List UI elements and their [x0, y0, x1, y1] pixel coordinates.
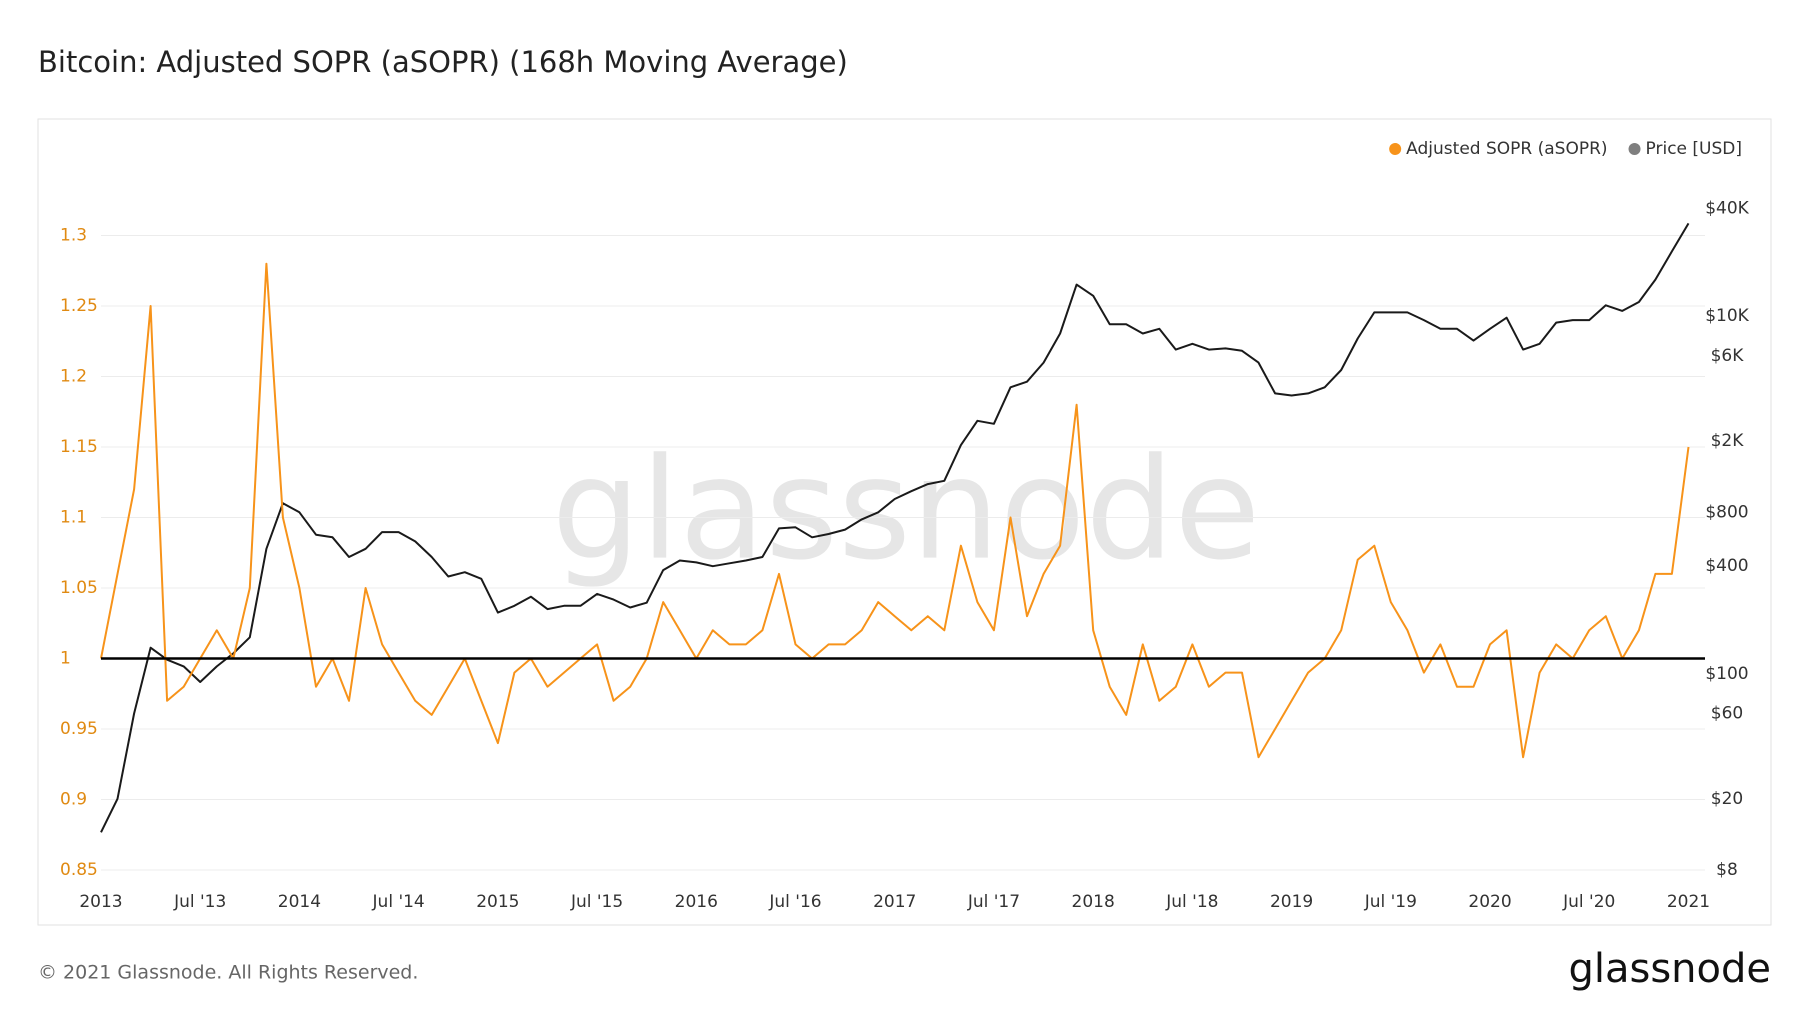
y-tick-label: 0.85: [60, 860, 98, 880]
x-tick-label: 2017: [873, 892, 916, 912]
y-tick-label: 0.9: [60, 790, 87, 810]
legend-label: Price [USD]: [1646, 139, 1742, 159]
y-tick-label: 1.15: [60, 437, 98, 457]
y-tick-label: 1.2: [60, 367, 87, 387]
logo: glassnode: [1568, 946, 1771, 992]
y2-tick-label: $40K: [1705, 198, 1749, 218]
y-tick-label: 1.1: [60, 508, 87, 528]
x-tick-label: Jul '13: [173, 892, 226, 912]
x-tick-label: 2013: [79, 892, 122, 912]
watermark: glassnode: [552, 429, 1261, 592]
y2-tick-label: $100: [1705, 664, 1748, 684]
x-tick-label: 2021: [1667, 892, 1710, 912]
y2-tick-label: $800: [1705, 502, 1748, 522]
legend-label: Adjusted SOPR (aSOPR): [1406, 139, 1607, 159]
legend-marker: [1389, 143, 1402, 155]
x-tick-label: 2020: [1468, 892, 1511, 912]
x-tick-label: Jul '20: [1562, 892, 1615, 912]
chart-title: Bitcoin: Adjusted SOPR (aSOPR) (168h Mov…: [38, 45, 848, 79]
y-tick-label: 0.95: [60, 719, 98, 739]
y-tick-label: 1.25: [60, 296, 98, 316]
series-line: [100, 262, 1690, 759]
x-tick-label: Jul '14: [372, 892, 425, 912]
x-tick-label: 2018: [1072, 892, 1115, 912]
x-tick-label: 2015: [476, 892, 519, 912]
copyright: © 2021 Glassnode. All Rights Reserved.: [38, 962, 418, 984]
legend-marker: [1628, 143, 1641, 155]
y-tick-label: 1.3: [60, 226, 87, 246]
plot-frame: [37, 118, 1772, 926]
y2-tick-label: $20: [1711, 789, 1743, 809]
y-tick-label: 1.05: [60, 578, 98, 598]
x-tick-label: Jul '18: [1165, 892, 1218, 912]
x-tick-label: Jul '15: [570, 892, 623, 912]
y2-tick-label: $60: [1711, 704, 1743, 724]
series-line: [100, 222, 1690, 833]
y2-tick-label: $400: [1705, 556, 1748, 576]
y-tick-label: 1: [60, 649, 71, 669]
x-tick-label: 2014: [278, 892, 321, 912]
x-tick-label: Jul '19: [1364, 892, 1417, 912]
y2-tick-label: $2K: [1711, 431, 1745, 451]
x-tick-label: 2016: [675, 892, 718, 912]
x-tick-label: Jul '17: [967, 892, 1020, 912]
x-tick-label: Jul '16: [768, 892, 821, 912]
y2-tick-label: $10K: [1705, 306, 1749, 326]
y2-tick-label: $8: [1716, 860, 1738, 880]
y2-tick-label: $6K: [1711, 346, 1745, 366]
x-tick-label: 2019: [1270, 892, 1313, 912]
